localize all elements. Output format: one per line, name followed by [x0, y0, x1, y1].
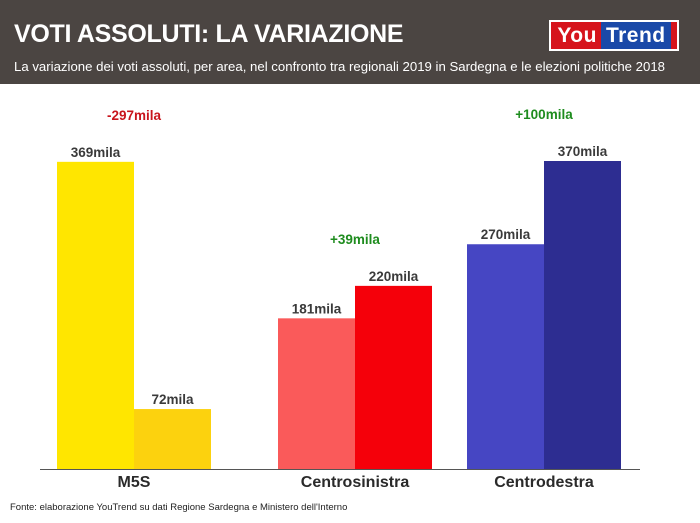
chart-header: VOTI ASSOLUTI: LA VARIAZIONE La variazio…	[0, 0, 700, 84]
bar-value-label: 181mila	[292, 301, 342, 316]
bar-m5s-2	[134, 409, 211, 469]
category-label: Centrosinistra	[301, 474, 410, 491]
bar-centrodestra-2	[544, 161, 621, 469]
bar-centrosinistra-1	[278, 318, 355, 469]
chart-subtitle: La variazione dei voti assoluti, per are…	[14, 59, 666, 74]
category-label: M5S	[118, 474, 151, 491]
bar-value-label: 270mila	[481, 227, 531, 242]
bar-chart: 369mila 72mila -297mila M5S 181mila 220mila +3…	[40, 107, 640, 491]
bar-value-label: 220mila	[369, 269, 419, 284]
bar-centrodestra-1	[467, 244, 544, 469]
logo-part-you: You	[557, 24, 597, 47]
youtrend-logo: You Trend	[549, 20, 679, 51]
bar-m5s-1	[57, 161, 134, 469]
logo-part-trend: Trend	[600, 22, 671, 49]
bar-value-label: 370mila	[558, 144, 608, 159]
chart-title: VOTI ASSOLUTI: LA VARIAZIONE	[14, 20, 404, 48]
change-annotation: +100mila	[515, 107, 573, 122]
change-annotation: -297mila	[107, 108, 162, 123]
bar-value-label: 72mila	[151, 392, 194, 407]
change-annotation: +39mila	[330, 232, 380, 247]
bar-value-label: 369mila	[71, 145, 121, 160]
bar-centrosinistra-2	[355, 285, 432, 469]
source-note: Fonte: elaborazione YouTrend su dati Reg…	[10, 502, 348, 513]
category-label: Centrodestra	[494, 474, 594, 491]
